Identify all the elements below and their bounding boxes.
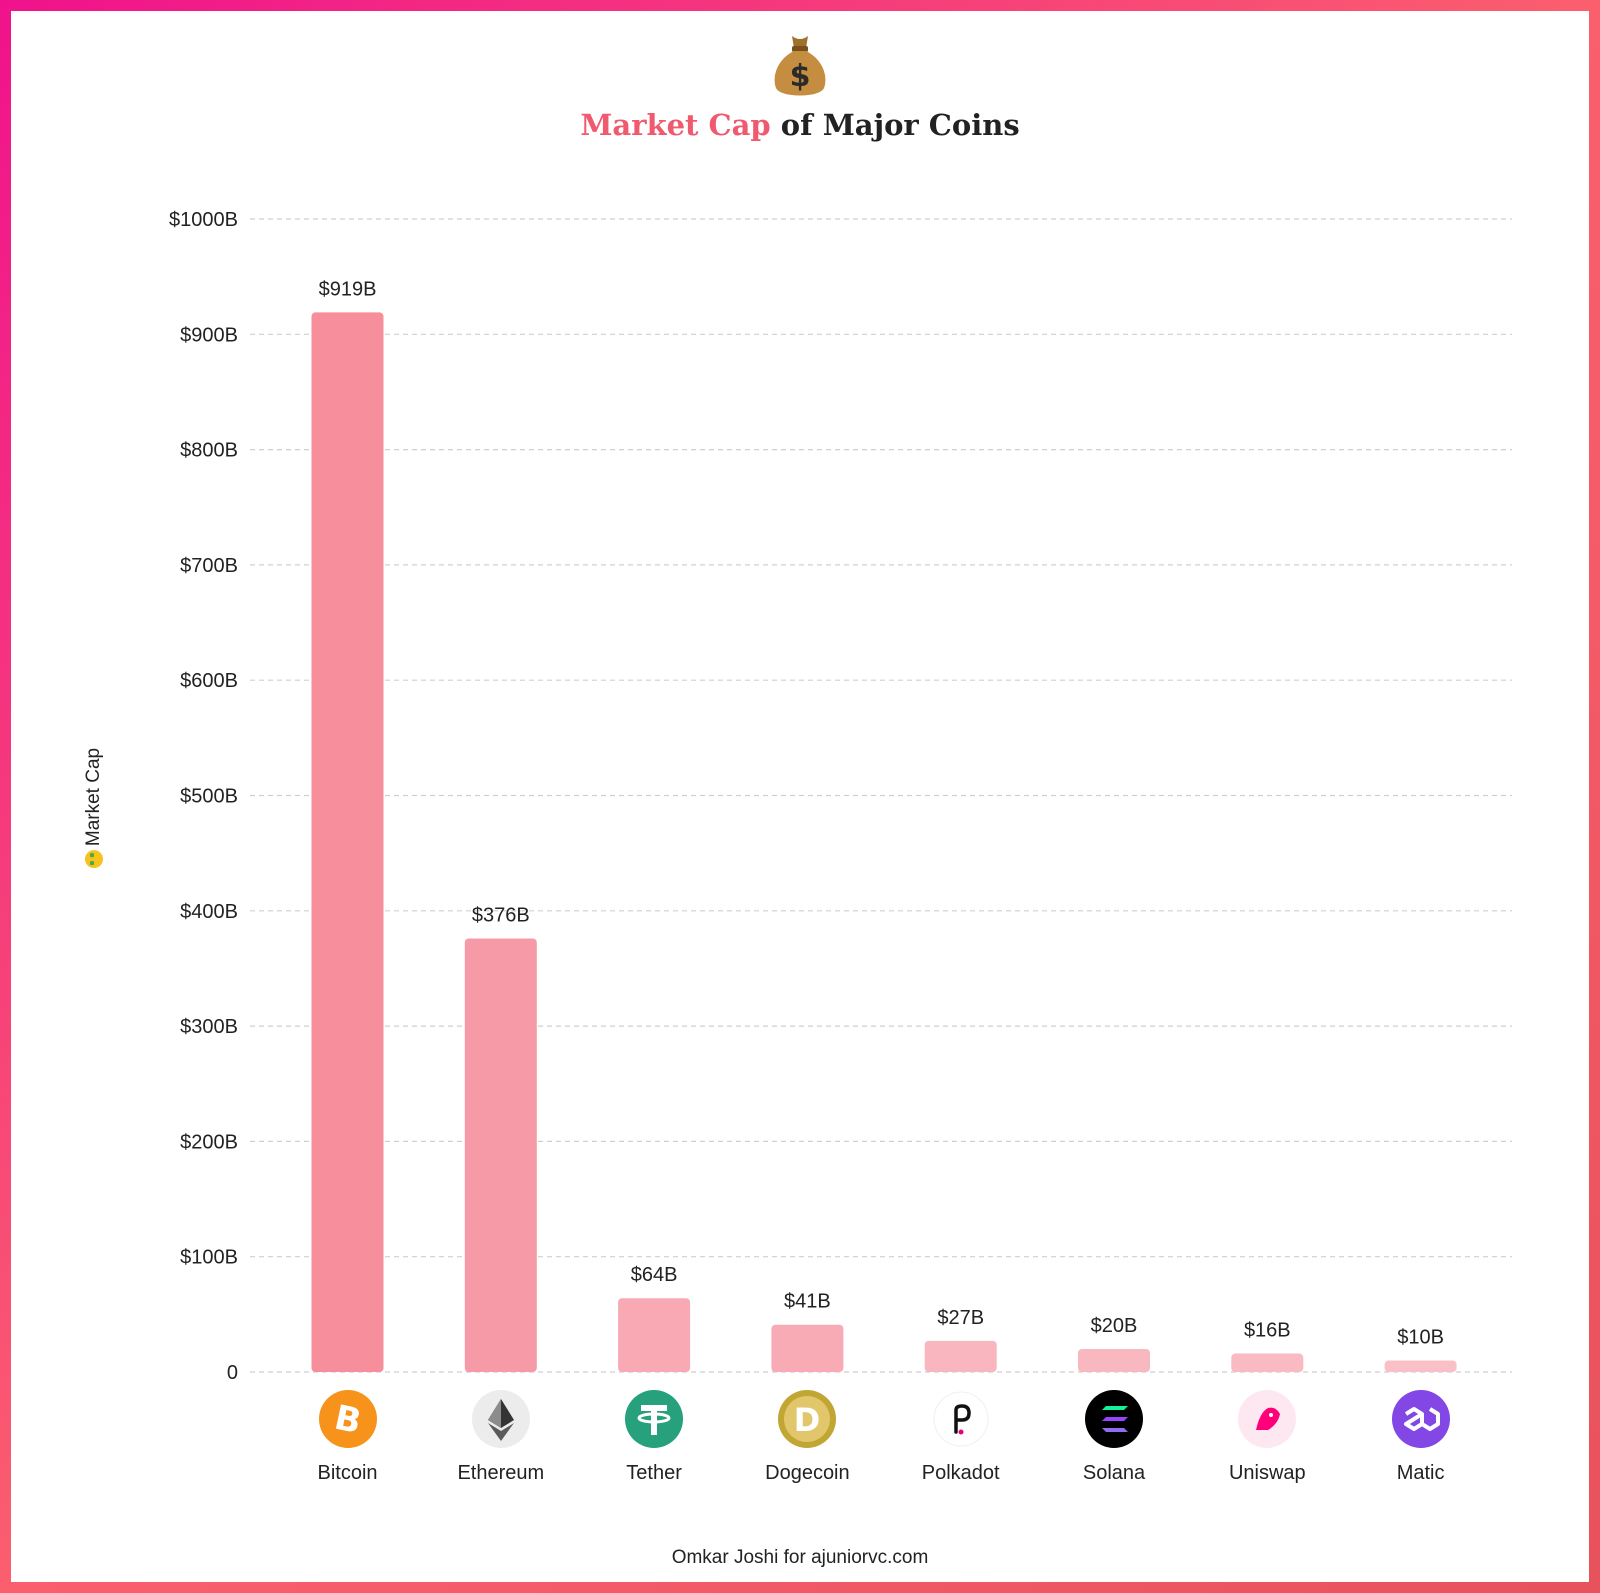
data-label: $27B: [937, 1307, 984, 1329]
x-tick-label: Matic: [1396, 1462, 1445, 1484]
y-tick-label: $1000B: [169, 209, 238, 231]
y-tick-label: $600B: [180, 670, 238, 692]
y-tick-label: $500B: [180, 786, 238, 808]
data-label: $20B: [1091, 1315, 1138, 1337]
chart-card: [11, 11, 1589, 1582]
data-label: $376B: [472, 904, 530, 926]
x-tick-label: Dogecoin: [765, 1462, 850, 1484]
x-tick-label: Tether: [626, 1462, 682, 1484]
x-tick-label: Ethereum: [457, 1462, 545, 1484]
money-bag-icon: $: [774, 36, 826, 96]
bitcoin-icon: B: [318, 1390, 377, 1448]
svg-text:B: B: [330, 1398, 364, 1443]
polkadot-icon: [931, 1390, 990, 1448]
uniswap-icon: [1238, 1390, 1297, 1448]
ethereum-icon: [471, 1390, 530, 1448]
bar: [1231, 1353, 1304, 1372]
footer-credit: Omkar Joshi for ajuniorvc.com: [671, 1547, 929, 1568]
svg-text:$: $: [790, 59, 811, 94]
y-axis-title-text: Market Cap: [83, 747, 104, 847]
y-tick-label: $800B: [180, 440, 238, 462]
bar: [1384, 1360, 1457, 1372]
svg-text:D: D: [794, 1401, 821, 1439]
y-tick-label: $400B: [180, 901, 238, 923]
y-axis-title: Market Cap: [83, 747, 105, 869]
data-label: $41B: [784, 1291, 831, 1313]
data-label: $64B: [631, 1264, 678, 1286]
x-tick-label: Polkadot: [921, 1462, 1000, 1484]
bar: [771, 1324, 844, 1372]
y-tick-label: 0: [227, 1362, 238, 1384]
y-tick-label: $300B: [180, 1016, 238, 1038]
bar: [1078, 1348, 1150, 1372]
title-accent: Market Cap: [580, 108, 771, 142]
dogecoin-icon: D: [778, 1390, 837, 1448]
bar: [311, 312, 384, 1372]
solana-icon: [1085, 1390, 1143, 1448]
bar: [618, 1298, 691, 1372]
bar: [924, 1340, 997, 1372]
tether-icon: [625, 1390, 684, 1448]
title-rest: of Major Coins: [770, 108, 1020, 142]
x-tick-label: Bitcoin: [317, 1462, 378, 1484]
data-label: $919B: [319, 278, 377, 300]
x-tick-label: Solana: [1082, 1462, 1146, 1484]
data-label: $16B: [1244, 1320, 1291, 1342]
y-tick-label: $900B: [180, 324, 238, 346]
matic-icon: [1391, 1390, 1450, 1448]
bar: [464, 938, 537, 1372]
y-tick-label: $100B: [180, 1247, 238, 1269]
chart-title: Market Cap of Major Coins: [0, 108, 1600, 142]
x-tick-label: Uniswap: [1228, 1462, 1306, 1484]
money-mouth-face-icon: [85, 850, 103, 869]
data-label: $10B: [1397, 1326, 1444, 1348]
y-tick-label: $700B: [180, 555, 238, 577]
y-tick-label: $200B: [180, 1131, 238, 1153]
